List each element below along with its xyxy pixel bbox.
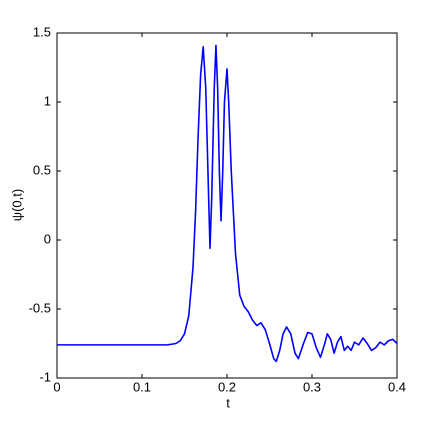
y-tick-label: -1 — [39, 369, 51, 384]
x-axis-label: t — [226, 395, 230, 410]
data-line — [57, 44, 398, 363]
plot-frame — [56, 32, 398, 379]
x-tick-label: 0.3 — [303, 379, 321, 394]
y-tick-label: -0.5 — [29, 300, 51, 315]
x-tick-label: 0 — [53, 379, 60, 394]
x-tick-label: 0.4 — [388, 379, 406, 394]
y-tick-label: 0.5 — [33, 162, 51, 177]
x-tick-label: 0.2 — [218, 379, 236, 394]
y-axis-label: ψ(0,t) — [9, 189, 24, 221]
y-tick-label: 0 — [44, 231, 51, 246]
y-tick-label: 1.5 — [33, 24, 51, 39]
y-tick-label: 1 — [44, 93, 51, 108]
x-tick-label: 0.1 — [133, 379, 151, 394]
